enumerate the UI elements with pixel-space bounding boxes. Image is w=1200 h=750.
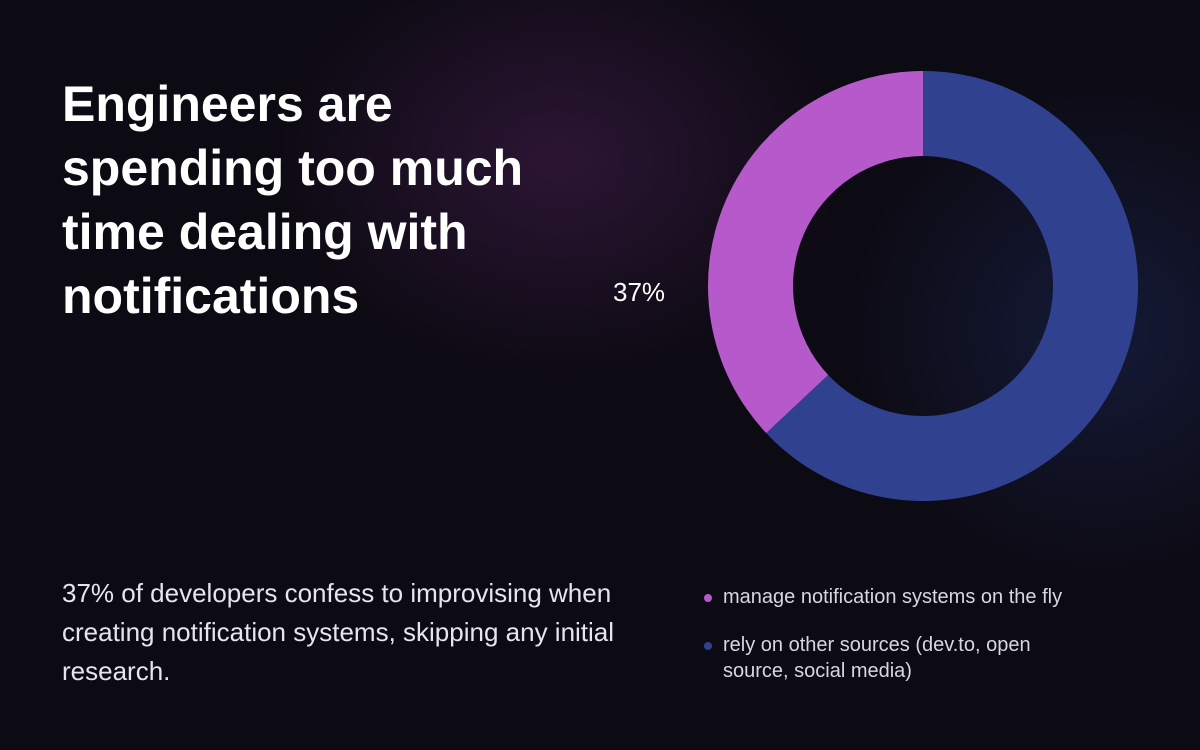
value-label: 37% (613, 277, 665, 307)
legend-swatch (704, 642, 712, 650)
legend-item: manage notification systems on the fly (704, 584, 1083, 610)
legend-item: rely on other sources (dev.to, open sour… (704, 632, 1083, 684)
legend-label: rely on other sources (dev.to, open sour… (723, 634, 1031, 682)
donut-segment (707, 71, 923, 434)
title: Engineers are spending too much time dea… (62, 76, 524, 324)
donut-segment (766, 71, 1138, 501)
legend-swatch (704, 594, 712, 602)
legend-label: manage notification systems on the fly (723, 586, 1063, 608)
description: 37% of developers confess to improvising… (62, 578, 615, 686)
